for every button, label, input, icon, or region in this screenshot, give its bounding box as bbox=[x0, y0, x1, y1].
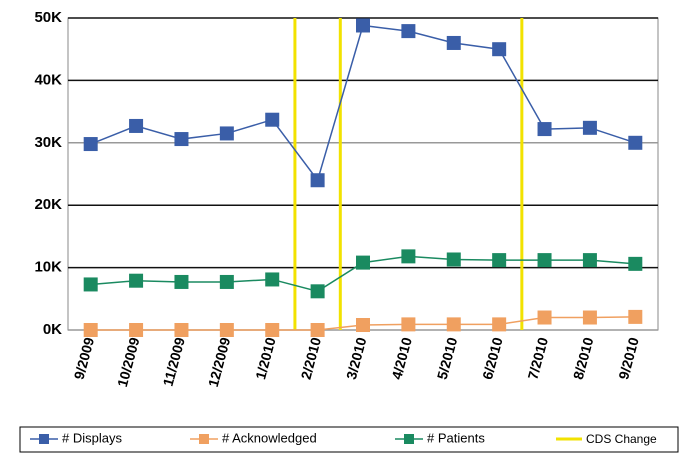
y-tick-label: 40K bbox=[34, 71, 62, 88]
x-tick-label: 9/2010 bbox=[615, 335, 642, 381]
x-tick-label: 11/2009 bbox=[160, 335, 188, 387]
marker bbox=[265, 323, 280, 337]
marker bbox=[129, 323, 144, 337]
marker bbox=[492, 317, 507, 332]
legend-marker bbox=[39, 434, 49, 444]
marker bbox=[83, 137, 98, 152]
y-tick-label: 0K bbox=[43, 321, 62, 338]
marker bbox=[537, 122, 552, 137]
x-tick-label: 1/2010 bbox=[252, 335, 279, 381]
plot-area bbox=[67, 17, 659, 331]
marker bbox=[446, 317, 461, 332]
marker bbox=[628, 256, 643, 271]
y-tick-label: 50K bbox=[34, 9, 62, 26]
legend-label: CDS Change bbox=[586, 432, 657, 446]
x-tick-label: 3/2010 bbox=[343, 335, 370, 381]
marker bbox=[129, 118, 144, 133]
legend-marker bbox=[199, 434, 209, 444]
marker bbox=[401, 317, 416, 332]
marker bbox=[401, 24, 416, 39]
y-tick-label: 20K bbox=[34, 196, 62, 213]
marker bbox=[492, 42, 507, 57]
marker bbox=[582, 120, 597, 135]
marker bbox=[492, 253, 507, 268]
legend-marker bbox=[404, 434, 414, 444]
marker bbox=[356, 255, 370, 270]
x-tick-label: 8/2010 bbox=[570, 335, 597, 381]
marker bbox=[265, 272, 280, 287]
marker bbox=[219, 323, 234, 337]
y-tick-label: 30K bbox=[34, 134, 62, 151]
marker bbox=[401, 249, 416, 264]
marker bbox=[219, 126, 234, 141]
marker bbox=[356, 318, 370, 333]
marker bbox=[83, 323, 98, 337]
marker bbox=[310, 284, 325, 299]
marker bbox=[628, 309, 643, 324]
legend-box bbox=[19, 426, 679, 453]
marker bbox=[582, 310, 597, 325]
marker bbox=[265, 112, 280, 127]
legend-label: # Displays bbox=[62, 430, 122, 445]
marker bbox=[174, 323, 189, 337]
x-tick-label: 4/2010 bbox=[388, 335, 415, 381]
x-tick-label: 2/2010 bbox=[298, 335, 325, 381]
marker bbox=[219, 274, 234, 289]
marker bbox=[446, 35, 461, 50]
x-tick-label: 5/2010 bbox=[434, 335, 461, 381]
x-tick-label: 9/2009 bbox=[71, 335, 98, 381]
legend-label: # Patients bbox=[427, 430, 485, 445]
marker bbox=[628, 135, 643, 150]
marker bbox=[310, 173, 325, 188]
marker bbox=[174, 274, 189, 289]
marker bbox=[174, 132, 189, 147]
marker bbox=[446, 252, 461, 267]
marker bbox=[356, 18, 370, 33]
y-tick-label: 10K bbox=[34, 259, 62, 276]
marker bbox=[83, 277, 98, 292]
x-tick-label: 12/2009 bbox=[205, 335, 234, 388]
marker bbox=[129, 273, 144, 288]
legend-label: # Acknowledged bbox=[222, 430, 317, 445]
marker bbox=[537, 310, 552, 325]
marker bbox=[537, 253, 552, 268]
x-tick-label: 7/2010 bbox=[524, 335, 551, 381]
marker bbox=[582, 253, 597, 268]
marker bbox=[310, 323, 325, 337]
x-tick-label: 10/2009 bbox=[114, 335, 143, 388]
x-tick-label: 6/2010 bbox=[479, 335, 506, 381]
